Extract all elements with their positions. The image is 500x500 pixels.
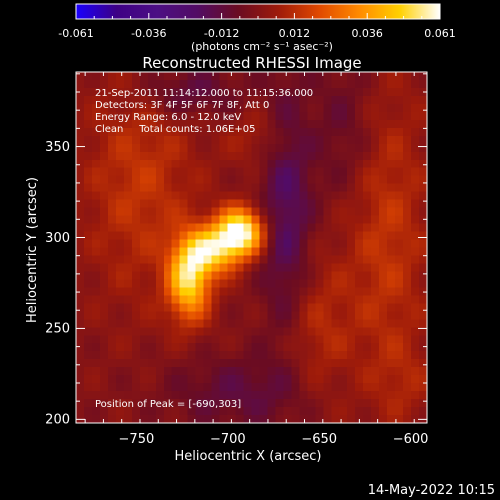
colorbar-ticks bbox=[75, 13, 441, 19]
annotation-energy-range: Energy Range: 6.0 - 12.0 keV bbox=[95, 112, 241, 123]
y-tick-label: 200 bbox=[45, 413, 70, 428]
plot-frame bbox=[75, 71, 428, 424]
annotation-counts: Clean Total counts: 1.06E+05 bbox=[95, 124, 255, 135]
heatmap-image bbox=[76, 72, 427, 423]
peak-position-label: Position of Peak = [-690,303] bbox=[95, 399, 241, 410]
axis-ticks bbox=[76, 72, 427, 423]
colorbar-tick-label: -0.061 bbox=[58, 27, 93, 40]
y-axis-label: Heliocentric Y (arcsec) bbox=[25, 177, 40, 323]
colorbar-tick-label: -0.012 bbox=[204, 27, 239, 40]
colorbar-tick-label: 0.036 bbox=[351, 27, 383, 40]
annotation-time-range: 21-Sep-2011 11:14:12.000 to 11:15:36.000 bbox=[95, 88, 313, 99]
y-tick-label: 350 bbox=[45, 140, 70, 155]
colorbar-tick-label: 0.061 bbox=[424, 27, 456, 40]
annotation-detectors: Detectors: 3F 4F 5F 6F 7F 8F, Att 0 bbox=[95, 100, 269, 111]
colorbar-unit-label: (photons cm⁻² s⁻¹ asec⁻²) bbox=[191, 40, 333, 53]
footer-timestamp: 14-May-2022 10:15 bbox=[368, 483, 495, 498]
colorbar-tick-label: 0.012 bbox=[279, 27, 311, 40]
x-tick-label: −650 bbox=[301, 432, 337, 447]
x-tick-label: −700 bbox=[210, 432, 246, 447]
x-axis-label: Heliocentric X (arcsec) bbox=[175, 449, 322, 464]
colorbar-tick-label: -0.036 bbox=[131, 27, 166, 40]
y-tick-label: 300 bbox=[45, 231, 70, 246]
x-tick-label: −750 bbox=[119, 432, 155, 447]
x-tick-label: −600 bbox=[393, 432, 429, 447]
chart-title: Reconstructed RHESSI Image bbox=[142, 54, 361, 72]
y-tick-label: 250 bbox=[45, 322, 70, 337]
